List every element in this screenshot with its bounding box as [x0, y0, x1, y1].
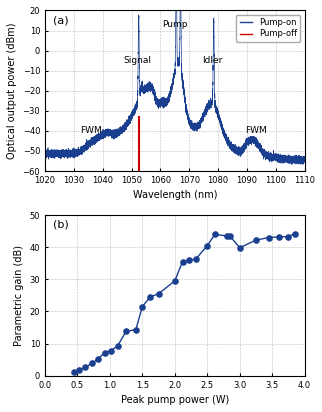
Point [205, 242, 210, 249]
Point [186, 257, 192, 263]
Text: FWM: FWM [245, 126, 266, 135]
Text: Pump: Pump [162, 19, 187, 28]
Point [71, 369, 77, 376]
Point [227, 233, 232, 239]
Y-axis label: Parametric gain (dB): Parametric gain (dB) [14, 245, 24, 346]
Text: Idler: Idler [202, 56, 223, 65]
Point [109, 347, 114, 354]
Point [124, 328, 129, 335]
Point [193, 256, 198, 263]
Point [276, 234, 281, 240]
Point [115, 342, 120, 349]
Point [286, 233, 291, 240]
Text: Signal: Signal [123, 56, 151, 65]
Legend: Pump-on, Pump-off: Pump-on, Pump-off [236, 14, 300, 42]
Point [156, 290, 161, 297]
Y-axis label: Optical output power (dBm): Optical output power (dBm) [7, 23, 17, 159]
Point [96, 356, 101, 362]
Text: (a): (a) [53, 15, 68, 25]
Point [140, 303, 145, 310]
Point [224, 233, 229, 239]
Text: (b): (b) [53, 220, 69, 230]
Point [180, 258, 185, 265]
Point [102, 349, 107, 356]
Point [237, 244, 242, 251]
Point [147, 294, 153, 300]
Point [213, 231, 218, 238]
Text: FWM: FWM [80, 126, 102, 135]
Point [266, 234, 271, 241]
Point [292, 230, 298, 237]
Point [89, 360, 94, 367]
Point [172, 278, 177, 284]
Point [253, 237, 259, 243]
Point [133, 326, 138, 333]
X-axis label: Peak pump power (W): Peak pump power (W) [121, 395, 229, 405]
Point [76, 367, 81, 373]
Point [83, 364, 88, 370]
X-axis label: Wavelength (nm): Wavelength (nm) [133, 190, 217, 201]
